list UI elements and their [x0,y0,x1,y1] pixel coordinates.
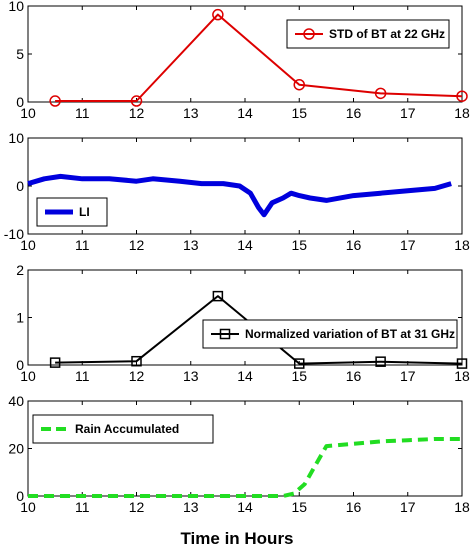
y-tick-label: 2 [16,262,24,278]
x-tick-label: 11 [75,499,90,515]
legend: Normalized variation of BT at 31 GHz [202,319,458,349]
x-tick-label: 12 [129,105,145,121]
x-tick-label: 17 [400,499,416,515]
data-point [49,357,61,368]
data-point [456,90,468,102]
x-tick-label: 15 [291,499,307,515]
x-tick-label: 14 [237,368,253,384]
x-tick-label: 14 [237,499,253,515]
legend: LI [36,197,108,227]
x-tick-label: 17 [400,368,416,384]
panel-rain: 10 11 12 13 14 15 16 17 18 0 20 40 Rain Accumulated T… [8,393,470,548]
x-tick-label: 11 [75,237,90,253]
legend-marker [219,328,231,340]
y-tick-label: 40 [8,393,24,409]
data-point [212,8,224,21]
x-tick-label: 16 [346,499,362,515]
data-point [456,358,468,369]
legend-marker [303,28,315,40]
x-tick-label: 17 [400,105,416,121]
data-point [130,95,143,107]
x-tick-label: 13 [183,499,199,515]
x-axis-label: Time in Hours [180,529,293,548]
y-tick-label: 10 [8,0,24,14]
series-line-std [55,13,463,102]
panel-std: 10 11 12 13 14 15 16 17 18 0 5 10 STD of BT at 22 GH… [8,0,470,121]
x-tick-label: 12 [129,368,145,384]
y-tick-label: 5 [16,46,24,62]
data-point [49,95,61,107]
data-point [131,355,142,367]
series-line-rain [28,437,462,498]
y-tick-label: 0 [16,357,24,373]
legend-label: LI [79,205,90,219]
panel-li: 10 11 12 13 14 15 16 17 18 -10 0 10 LI [4,130,470,253]
y-tick-label: 1 [16,310,24,326]
x-tick-label: 14 [237,237,253,253]
x-tick-label: 11 [75,105,90,121]
legend-label: STD of BT at 22 GHz [329,27,445,41]
y-tick-label: 0 [16,178,24,194]
x-tick-label: 15 [291,105,307,121]
x-tick-label: 16 [346,105,362,121]
legend-label: Normalized variation of BT at 31 GHz [245,327,455,341]
data-point [293,78,305,91]
x-tick-label: 10 [20,237,36,253]
x-tick-label: 11 [75,368,90,384]
x-tick-label: 10 [20,368,36,384]
legend-label: Rain Accumulated [75,422,179,436]
series-line-li [27,173,452,218]
y-tick-label: 20 [8,441,24,457]
x-tick-label: 12 [129,499,145,515]
x-tick-label: 16 [346,368,362,384]
y-tick-label: 0 [16,488,24,504]
data-point [212,290,224,302]
x-tick-label: 18 [454,499,470,515]
x-tick-label: 15 [291,237,307,253]
x-tick-label: 10 [20,105,36,121]
y-tick-label: 10 [8,130,24,146]
legend-box [202,319,458,349]
x-tick-label: 18 [454,368,470,384]
x-tick-label: 17 [400,237,416,253]
y-tick-label: -10 [4,226,24,242]
x-tick-label: 13 [183,368,199,384]
y-tick-label: 0 [16,94,24,110]
x-tick-label: 15 [291,368,307,384]
x-tick-label: 18 [454,105,470,121]
data-point [375,356,386,367]
legend: Rain Accumulated [32,414,214,444]
x-tick-label: 13 [183,105,199,121]
x-tick-label: 13 [183,237,199,253]
legend: STD of BT at 22 GHz [286,19,450,49]
x-tick-label: 12 [129,237,145,253]
x-tick-label: 10 [20,499,36,515]
x-tick-label: 18 [454,237,470,253]
x-tick-label: 16 [346,237,362,253]
data-point [294,358,305,369]
data-point [374,87,387,100]
x-tick-label: 14 [237,105,253,121]
